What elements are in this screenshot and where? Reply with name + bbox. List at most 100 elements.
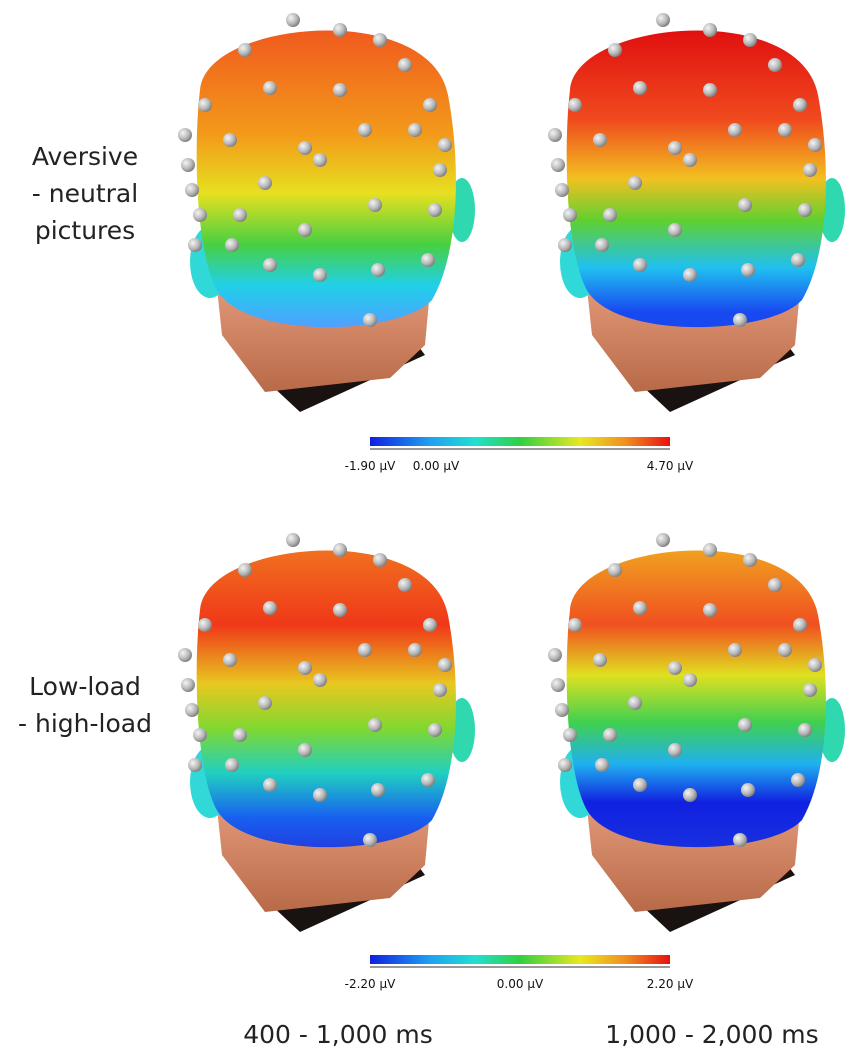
electrode xyxy=(603,728,617,742)
electrode xyxy=(333,543,347,557)
electrode xyxy=(558,238,572,252)
electrode xyxy=(333,603,347,617)
electrode xyxy=(313,673,327,687)
colorbar xyxy=(370,955,670,964)
electrode xyxy=(743,553,757,567)
electrode xyxy=(593,133,607,147)
electrode xyxy=(238,563,252,577)
column-label: 400 - 1,000 ms xyxy=(243,1020,433,1049)
electrode xyxy=(593,653,607,667)
electrode xyxy=(768,58,782,72)
electrode xyxy=(548,128,562,142)
electrode xyxy=(703,83,717,97)
electrode xyxy=(193,208,207,222)
electrode xyxy=(408,123,422,137)
electrode xyxy=(791,773,805,787)
electrode xyxy=(628,696,642,710)
colorbar-label: 0.00 µV xyxy=(413,459,460,473)
electrode xyxy=(656,533,670,547)
electrode xyxy=(286,533,300,547)
head xyxy=(548,533,845,932)
electrode xyxy=(633,778,647,792)
electrode xyxy=(555,703,569,717)
electrode xyxy=(421,253,435,267)
head xyxy=(178,533,475,932)
electrode xyxy=(358,123,372,137)
electrode xyxy=(633,81,647,95)
scalp xyxy=(567,30,826,327)
electrode xyxy=(223,653,237,667)
electrode xyxy=(703,23,717,37)
electrode xyxy=(633,258,647,272)
head xyxy=(548,13,845,412)
electrode xyxy=(223,133,237,147)
electrode xyxy=(568,98,582,112)
colorbar-label: -1.90 µV xyxy=(345,459,396,473)
row-label: Low-load xyxy=(29,672,141,701)
electrode xyxy=(198,98,212,112)
electrode xyxy=(555,183,569,197)
electrode xyxy=(428,203,442,217)
electrode xyxy=(733,833,747,847)
electrode xyxy=(263,778,277,792)
figure: -1.90 µV 0.00 µV 4.70 µV -2.20 µV 0.00 µ… xyxy=(0,0,860,1056)
electrode xyxy=(803,683,817,697)
electrode xyxy=(563,208,577,222)
electrode xyxy=(633,601,647,615)
electrode xyxy=(778,643,792,657)
head-maps xyxy=(178,13,845,932)
electrode xyxy=(178,128,192,142)
electrode xyxy=(181,158,195,172)
electrode xyxy=(438,138,452,152)
electrode xyxy=(225,238,239,252)
electrode xyxy=(683,268,697,282)
electrode xyxy=(363,313,377,327)
electrode xyxy=(333,83,347,97)
colorbar xyxy=(370,437,670,446)
electrode xyxy=(263,81,277,95)
scalp xyxy=(567,550,826,847)
electrode xyxy=(313,268,327,282)
electrode xyxy=(628,176,642,190)
colorbar-label: -2.20 µV xyxy=(345,977,396,991)
electrode xyxy=(398,58,412,72)
electrode xyxy=(683,788,697,802)
electrode xyxy=(608,563,622,577)
electrode xyxy=(371,263,385,277)
electrode xyxy=(368,198,382,212)
electrode xyxy=(791,253,805,267)
row-label: - neutral xyxy=(32,179,138,208)
row-label: Aversive xyxy=(32,142,138,171)
electrode xyxy=(373,33,387,47)
electrode xyxy=(423,618,437,632)
electrode xyxy=(185,703,199,717)
electrode xyxy=(188,238,202,252)
electrode xyxy=(198,618,212,632)
electrode xyxy=(668,743,682,757)
electrode xyxy=(178,648,192,662)
colorbar-label: 2.20 µV xyxy=(647,977,694,991)
electrode xyxy=(298,743,312,757)
electrode xyxy=(225,758,239,772)
electrode xyxy=(551,158,565,172)
electrode xyxy=(258,176,272,190)
electrode xyxy=(298,141,312,155)
electrode xyxy=(563,728,577,742)
electrode xyxy=(263,258,277,272)
electrode xyxy=(741,263,755,277)
electrode xyxy=(193,728,207,742)
electrode xyxy=(423,98,437,112)
electrode xyxy=(438,658,452,672)
electrode xyxy=(733,313,747,327)
electrode xyxy=(668,223,682,237)
electrode xyxy=(313,153,327,167)
electrode xyxy=(741,783,755,797)
electrode xyxy=(258,696,272,710)
electrode xyxy=(313,788,327,802)
electrode xyxy=(408,643,422,657)
electrode xyxy=(803,163,817,177)
electrode xyxy=(333,23,347,37)
electrode xyxy=(808,658,822,672)
electrode xyxy=(421,773,435,787)
electrode xyxy=(233,208,247,222)
